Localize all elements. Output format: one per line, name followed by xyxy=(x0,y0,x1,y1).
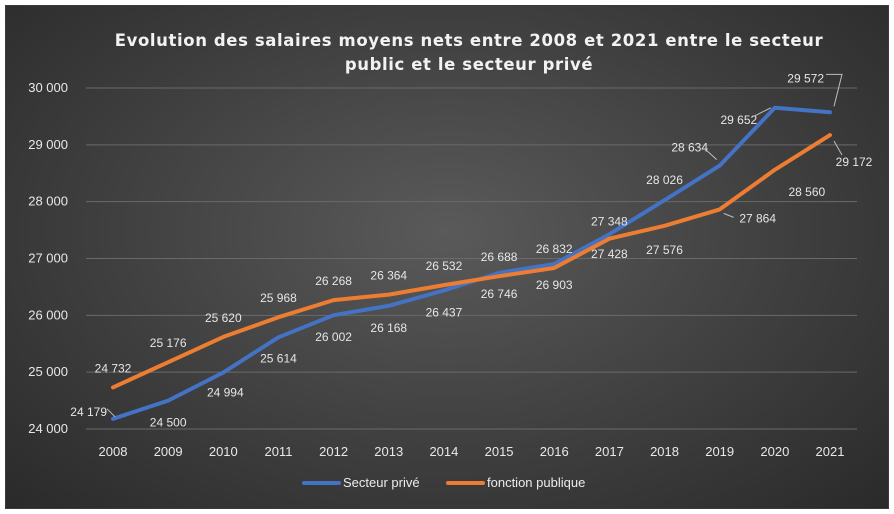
x-tick-label: 2012 xyxy=(319,444,348,459)
legend-label-secteur-prive: Secteur privé xyxy=(343,475,420,490)
data-label: 26 746 xyxy=(481,287,518,301)
x-tick-label: 2010 xyxy=(209,444,238,459)
y-tick-label: 26 000 xyxy=(28,307,68,322)
data-label: 24 179 xyxy=(70,405,107,419)
legend: Secteur privé fonction publique xyxy=(302,475,585,490)
line-chart: Evolution des salaires moyens nets entre… xyxy=(28,31,872,490)
data-label: 28 560 xyxy=(788,185,825,199)
data-label: 28 026 xyxy=(646,173,683,187)
data-label: 26 903 xyxy=(536,278,573,292)
gridlines xyxy=(86,87,857,430)
chart-area: Evolution des salaires moyens nets entre… xyxy=(5,5,889,509)
data-label: 25 968 xyxy=(260,291,297,305)
data-label: 24 500 xyxy=(150,416,187,430)
y-tick-label: 27 000 xyxy=(28,251,68,266)
data-label: 25 176 xyxy=(150,336,187,350)
label-leader-line xyxy=(754,107,772,117)
data-label: 26 364 xyxy=(370,269,407,283)
data-labels: 24 179 24 500 24 994 25 614 26 002 26 168 26 4… xyxy=(70,71,872,429)
x-tick-label: 2020 xyxy=(760,444,789,459)
data-label: 24 732 xyxy=(95,361,132,375)
x-tick-label: 2014 xyxy=(429,444,458,459)
series-lines xyxy=(111,105,832,421)
chart-title: Evolution des salaires moyens nets entre… xyxy=(115,31,824,74)
chart-title-line-1: Evolution des salaires moyens nets entre… xyxy=(115,31,824,50)
data-label: 26 532 xyxy=(426,259,463,273)
data-label: 24 994 xyxy=(207,386,244,400)
series-line-fonction-publique xyxy=(111,133,832,390)
data-label: 29 652 xyxy=(720,113,757,127)
x-tick-label: 2015 xyxy=(485,444,514,459)
x-tick-label: 2011 xyxy=(264,444,292,459)
data-label: 26 168 xyxy=(370,321,407,335)
label-leader-line xyxy=(826,73,843,107)
x-tick-label: 2008 xyxy=(99,444,128,459)
y-tick-label: 28 000 xyxy=(28,194,68,209)
data-label: 27 576 xyxy=(646,243,683,257)
data-label: 29 572 xyxy=(787,71,824,85)
x-tick-label: 2019 xyxy=(705,444,734,459)
data-label: 26 437 xyxy=(426,305,463,319)
y-axis: 24 000 25 000 26 000 27 000 28 000 29 000 30 0… xyxy=(28,80,68,436)
data-label: 26 268 xyxy=(315,274,352,288)
label-leader-line xyxy=(723,212,734,218)
data-label: 26 688 xyxy=(481,250,518,264)
data-label: 25 614 xyxy=(260,351,297,365)
data-label: 26 832 xyxy=(536,242,573,256)
data-label: 27 428 xyxy=(591,247,628,261)
label-leaders xyxy=(106,73,843,418)
x-tick-label: 2009 xyxy=(154,444,183,459)
data-label: 26 002 xyxy=(315,330,352,344)
data-label: 27 348 xyxy=(591,215,628,229)
x-tick-label: 2018 xyxy=(650,444,679,459)
legend-label-fonction-publique: fonction publique xyxy=(487,475,585,490)
label-leader-line xyxy=(106,408,116,418)
data-label: 27 864 xyxy=(739,211,776,225)
y-tick-label: 25 000 xyxy=(28,364,68,379)
x-tick-label: 2021 xyxy=(816,444,845,459)
y-tick-label: 30 000 xyxy=(28,80,68,95)
label-leader-line xyxy=(833,140,843,156)
y-tick-label: 29 000 xyxy=(28,137,68,152)
chart-title-line-2: public et le secteur privé xyxy=(345,55,593,74)
x-tick-label: 2013 xyxy=(374,444,403,459)
data-label: 29 172 xyxy=(836,155,873,169)
x-axis: 2008 2009 2010 2011 2012 2013 2014 2015 2016 2017… xyxy=(99,444,845,459)
x-tick-label: 2016 xyxy=(540,444,569,459)
label-leader-line xyxy=(705,149,718,161)
x-tick-label: 2017 xyxy=(595,444,624,459)
y-tick-label: 24 000 xyxy=(28,421,68,436)
data-label: 25 620 xyxy=(205,311,242,325)
data-label: 28 634 xyxy=(671,141,708,155)
